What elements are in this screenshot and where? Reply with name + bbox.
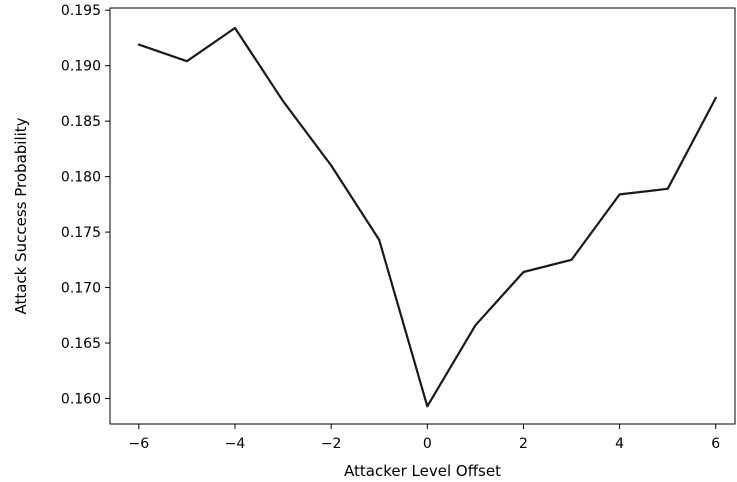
y-tick-label: 0.180 xyxy=(61,170,101,186)
y-tick-label: 0.190 xyxy=(61,59,101,75)
x-tick-label: 4 xyxy=(615,436,624,452)
y-tick-label: 0.175 xyxy=(61,225,101,241)
x-tick-label: −2 xyxy=(321,436,342,452)
x-tick-label: −6 xyxy=(129,436,150,452)
x-tick-label: 6 xyxy=(711,436,720,452)
x-tick-label: 2 xyxy=(519,436,528,452)
x-axis-label: Attacker Level Offset xyxy=(344,462,501,480)
y-axis-label: Attack Success Probability xyxy=(12,117,30,314)
series-line xyxy=(137,26,717,408)
y-tick-label: 0.170 xyxy=(61,281,101,297)
y-tick-label: 0.185 xyxy=(61,114,101,130)
x-tick-label: 0 xyxy=(423,436,432,452)
y-axis-ticks: 0.160 0.165 0.170 0.175 0.180 0.185 0.190 0.195 xyxy=(61,3,110,407)
x-tick-label: −4 xyxy=(225,436,246,452)
y-tick-label: 0.195 xyxy=(61,3,101,19)
plot-frame xyxy=(109,7,736,425)
y-tick-label: 0.165 xyxy=(61,336,101,352)
y-tick-label: 0.160 xyxy=(61,391,101,407)
x-axis-ticks: −6 −4 −2 0 2 4 6 xyxy=(129,424,720,452)
